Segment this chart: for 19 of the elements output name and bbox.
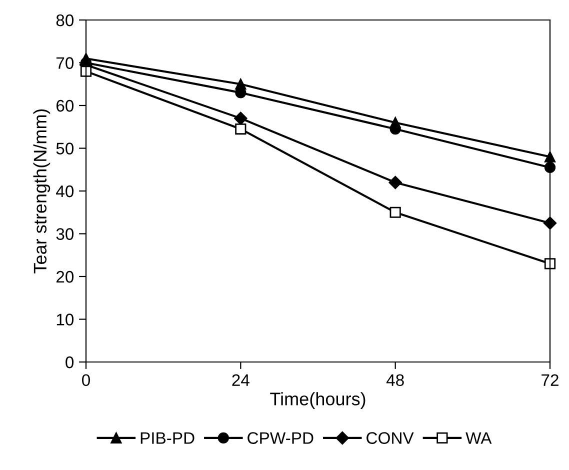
y-tick-label: 0 bbox=[66, 356, 74, 368]
x-tick-label: 48 bbox=[386, 374, 404, 386]
legend-label: PIB-PD bbox=[140, 432, 194, 444]
y-tick-label: 80 bbox=[56, 14, 74, 26]
y-axis-title: Tear strength(N/mm) bbox=[33, 109, 50, 274]
legend-label: CPW-PD bbox=[248, 432, 314, 444]
x-axis-title: Time(hours) bbox=[270, 392, 366, 409]
y-tick-label: 70 bbox=[56, 57, 74, 69]
y-tick-label: 50 bbox=[56, 142, 74, 154]
y-tick-label: 30 bbox=[56, 228, 74, 240]
x-tick-label: 24 bbox=[232, 374, 250, 386]
y-tick-label: 20 bbox=[56, 270, 74, 283]
y-tick-label: 10 bbox=[56, 314, 74, 326]
legend-label: WA bbox=[466, 432, 492, 444]
y-tick-label: 60 bbox=[56, 100, 74, 112]
y-tick-label: 40 bbox=[56, 185, 74, 198]
x-tick-label: 0 bbox=[82, 374, 90, 386]
x-tick-label: 72 bbox=[542, 374, 558, 386]
legend-label: CONV bbox=[366, 432, 414, 444]
